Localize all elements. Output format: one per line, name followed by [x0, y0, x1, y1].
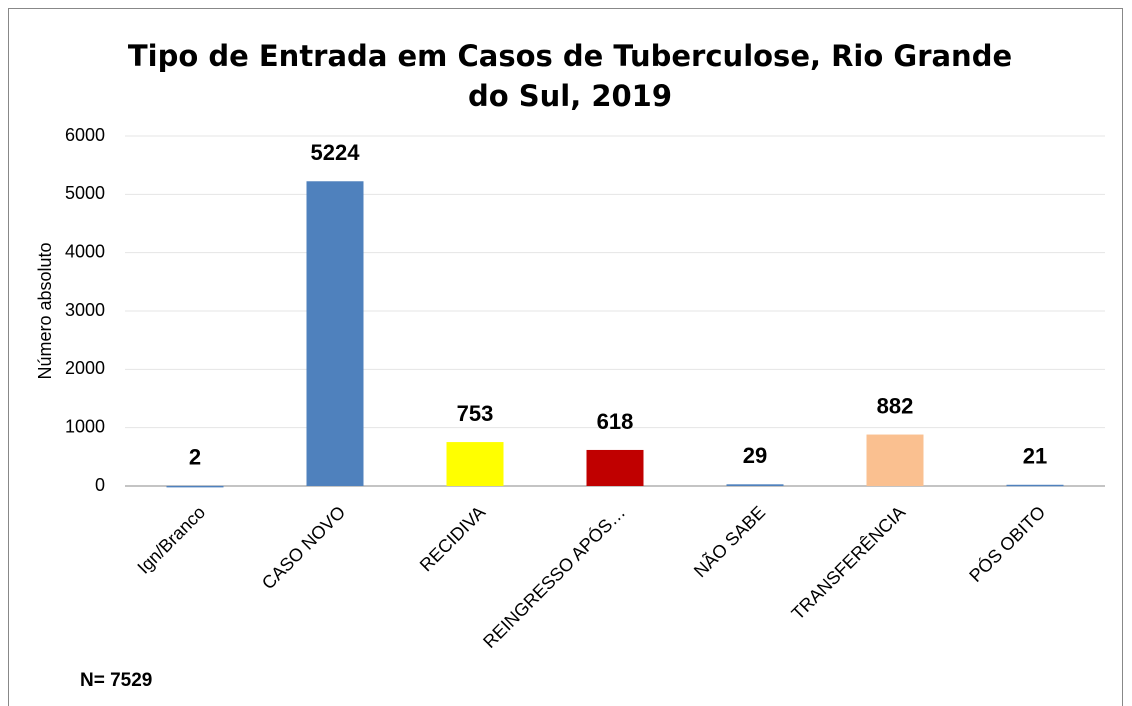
- x-tick-label: TRANSFERÊNCIA: [788, 502, 910, 624]
- bar: [306, 181, 364, 486]
- y-tick-label: 2000: [65, 358, 105, 378]
- data-label: 21: [1023, 444, 1047, 469]
- y-axis-label: Número absoluto: [35, 242, 55, 379]
- annotation: N= 7529: [80, 670, 152, 691]
- y-tick-label: 0: [95, 475, 105, 495]
- data-label: 753: [457, 401, 494, 426]
- x-tick-label: REINGRESSO APÓS…: [479, 501, 630, 652]
- y-tick-label: 3000: [65, 300, 105, 320]
- data-label: 882: [877, 393, 914, 418]
- data-label: 618: [597, 409, 634, 434]
- y-tick-label: 6000: [65, 125, 105, 145]
- chart-frame: [8, 8, 1123, 706]
- bar: [1006, 484, 1064, 487]
- x-tick-label: PÓS OBITO: [965, 501, 1050, 586]
- data-label: 29: [743, 443, 767, 468]
- x-tick-label: NÃO SABE: [689, 501, 769, 581]
- bar: [166, 485, 224, 488]
- y-tick-label: 1000: [65, 416, 105, 436]
- chart-title: Tipo de Entrada em Casos de Tuberculose,…: [127, 39, 1013, 113]
- y-tick-label: 4000: [65, 241, 105, 261]
- bar: [586, 449, 644, 486]
- bar: [726, 484, 784, 486]
- y-tick-label: 5000: [65, 183, 105, 203]
- data-label: 5224: [311, 140, 361, 165]
- x-tick-label: Ign/Branco: [133, 502, 209, 578]
- bar: [866, 434, 924, 486]
- data-label: 2: [189, 445, 201, 470]
- x-tick-label: CASO NOVO: [258, 502, 349, 593]
- bar: [446, 442, 504, 486]
- x-tick-label: RECIDIVA: [416, 502, 489, 575]
